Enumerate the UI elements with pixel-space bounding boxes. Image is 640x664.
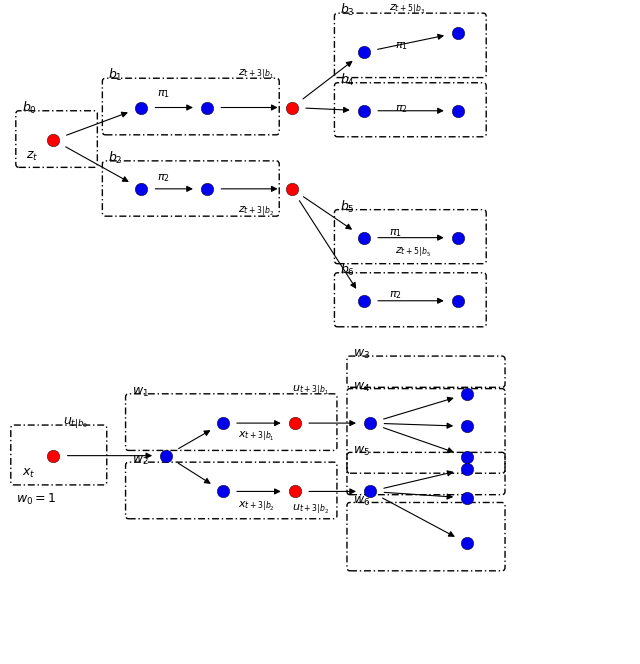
Text: $x_{t+3|b_1}$: $x_{t+3|b_1}$ xyxy=(239,429,275,443)
Text: $u_{t+3|b_1}$: $u_{t+3|b_1}$ xyxy=(292,383,329,397)
Text: $x_{t+3|b_2}$: $x_{t+3|b_2}$ xyxy=(239,499,275,513)
Text: $x_t$: $x_t$ xyxy=(22,467,35,479)
Text: $b_0$: $b_0$ xyxy=(22,100,37,116)
Text: $w_4$: $w_4$ xyxy=(353,380,370,394)
Text: $b_5$: $b_5$ xyxy=(340,199,355,215)
Text: $w_3$: $w_3$ xyxy=(353,348,370,361)
Text: $b_1$: $b_1$ xyxy=(108,67,123,84)
Text: $z_{t+3|b_2}$: $z_{t+3|b_2}$ xyxy=(239,205,275,218)
Text: $\pi_2$: $\pi_2$ xyxy=(157,173,170,185)
Text: $z_{t+3|b_1}$: $z_{t+3|b_1}$ xyxy=(239,67,275,81)
Text: $\pi_1$: $\pi_1$ xyxy=(396,41,408,52)
Text: $\pi_2$: $\pi_2$ xyxy=(389,289,402,301)
Text: $z_t$: $z_t$ xyxy=(26,149,39,163)
Text: $\pi_2$: $\pi_2$ xyxy=(396,104,408,116)
Text: $b_2$: $b_2$ xyxy=(108,150,122,166)
Text: $w_2$: $w_2$ xyxy=(132,454,148,467)
Text: $u_{t+3|b_2}$: $u_{t+3|b_2}$ xyxy=(292,502,329,515)
Text: $\pi_1$: $\pi_1$ xyxy=(157,88,170,100)
Text: $b_3$: $b_3$ xyxy=(340,2,355,19)
Text: $u_{t|b_0}$: $u_{t|b_0}$ xyxy=(63,415,88,430)
Text: $z_{t+5|b_5}$: $z_{t+5|b_5}$ xyxy=(396,246,431,259)
Text: $w_6$: $w_6$ xyxy=(353,495,370,508)
Text: $w_0=1$: $w_0=1$ xyxy=(16,491,56,507)
Text: $b_4$: $b_4$ xyxy=(340,72,355,88)
Text: $z_{t+5|b_3}$: $z_{t+5|b_3}$ xyxy=(389,2,425,16)
Text: $b_6$: $b_6$ xyxy=(340,262,355,278)
Text: $\pi_1$: $\pi_1$ xyxy=(389,227,402,239)
Text: $w_1$: $w_1$ xyxy=(132,386,148,399)
Text: $w_5$: $w_5$ xyxy=(353,444,370,457)
